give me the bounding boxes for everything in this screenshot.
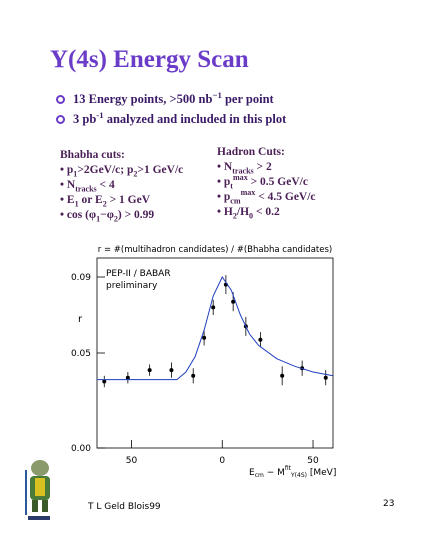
text-part: − M <box>264 468 285 478</box>
data-point <box>202 335 207 340</box>
data-point <box>102 379 107 384</box>
data-point <box>280 373 285 378</box>
chart-title: r = #(multihadron candidates) / #(Bhabha… <box>98 245 332 255</box>
text-part: • cos (φ <box>60 209 97 221</box>
data-point <box>211 305 216 310</box>
cut-item: • E1 or E2 > 1 GeV <box>60 193 183 208</box>
text-part: > 1 GeV <box>106 194 151 206</box>
text-part: Υ(4S) <box>290 472 307 479</box>
text-part: > 0.5 GeV/c <box>247 176 308 188</box>
text-part: 13 Energy points, >500 nb <box>73 92 213 106</box>
cut-item: • H2/H0 < 0.2 <box>217 205 316 220</box>
text-part: 2 <box>232 211 237 221</box>
text-part: max <box>240 188 256 198</box>
cut-item: • Ntracks < 4 <box>60 178 183 193</box>
heading: Bhabha cuts: <box>60 149 125 161</box>
y-axis-label: r <box>78 314 83 325</box>
data-point <box>191 373 196 378</box>
text-part: /H <box>236 206 250 218</box>
fit-line <box>97 276 334 381</box>
y-tick-label: 0.09 <box>71 273 91 283</box>
text-part: 1 <box>73 169 78 179</box>
data-point <box>323 375 328 380</box>
bhabha-cuts: Bhabha cuts: • p1>2GeV/c; p2>1 GeV/c • Nt… <box>60 148 183 223</box>
page-number: 23 <box>383 499 395 509</box>
text-part: >1 GeV/c <box>137 164 184 176</box>
text-part: < 4 <box>96 179 115 191</box>
footer: T L Geld Blois99 <box>88 502 161 512</box>
text-part: > 2 <box>253 161 272 173</box>
text-part: -1 <box>96 109 104 120</box>
text-part: >2GeV/c; p <box>77 164 134 176</box>
text-part: or E <box>78 194 103 206</box>
hadron-cuts: Hadron Cuts: • Ntracks > 2 • ptmax > 0.5 … <box>217 145 316 220</box>
data-point <box>147 368 152 373</box>
text-part: 0 <box>249 211 254 221</box>
text-part: cm <box>255 472 264 479</box>
text-part: 1 <box>96 214 101 224</box>
text-part: 3 pb <box>73 112 97 126</box>
cut-item: • Ntracks > 2 <box>217 160 316 175</box>
text-part: cm <box>230 196 241 206</box>
text-part: tracks <box>232 166 254 176</box>
text-part: 2 <box>133 169 138 179</box>
text-part: E <box>249 468 255 478</box>
x-tick-label: 50 <box>307 456 319 466</box>
text-part: fit <box>285 465 292 472</box>
text-part: < 4.5 GeV/c <box>255 191 316 203</box>
slide-title: Υ(4s) Energy Scan <box>50 46 249 73</box>
bullet-icon <box>56 115 65 124</box>
text-part: tracks <box>75 184 97 194</box>
y-tick-label: 0.05 <box>71 349 91 359</box>
bullet-icon <box>56 95 65 104</box>
text-part: ) > 0.99 <box>117 209 155 221</box>
bullet: 13 Energy points, >500 nb−1 per point <box>56 89 274 107</box>
annotation: preliminary <box>106 281 158 291</box>
text-part: max <box>232 173 248 183</box>
y-tick-label: 0.00 <box>71 444 91 454</box>
text-part: • H <box>217 206 233 218</box>
text-part: • E <box>60 194 75 206</box>
x-tick-label: 0 <box>219 456 225 466</box>
text-part: −φ <box>100 209 114 221</box>
data-point <box>231 299 236 304</box>
text-part: [MeV] <box>307 468 336 478</box>
text-part: t <box>230 181 233 191</box>
cut-item: • pcmmax < 4.5 GeV/c <box>217 188 316 206</box>
text-part: per point <box>221 92 274 106</box>
bullet: 3 pb-1 analyzed and included in this plo… <box>56 109 287 127</box>
text-part: analyzed and included in this plot <box>103 112 287 126</box>
text-part: < 0.2 <box>253 206 280 218</box>
cut-item: • cos (φ1−φ2) > 0.99 <box>60 208 183 223</box>
text-part: • p <box>217 176 231 188</box>
text-part: • N <box>217 161 233 173</box>
data-point <box>169 368 174 373</box>
cut-item: • ptmax > 0.5 GeV/c <box>217 173 316 191</box>
data-point <box>258 337 263 342</box>
data-point <box>125 375 130 380</box>
text-part: 1 <box>74 199 79 209</box>
text-part: • N <box>60 179 76 191</box>
text-part: 2 <box>113 214 118 224</box>
x-axis-label: Ecm − MfitΥ(4S) [MeV] <box>249 465 336 479</box>
text-part: 2 <box>102 199 107 209</box>
text-part: • p <box>60 164 74 176</box>
x-tick-label: 50 <box>126 456 138 466</box>
annotation: PEP-II / BABAR <box>106 269 171 279</box>
cut-item: • p1>2GeV/c; p2>1 GeV/c <box>60 163 183 178</box>
text-part: −1 <box>212 89 222 100</box>
text-part: • p <box>217 191 231 203</box>
logo <box>25 460 50 520</box>
heading: Hadron Cuts: <box>217 146 285 158</box>
